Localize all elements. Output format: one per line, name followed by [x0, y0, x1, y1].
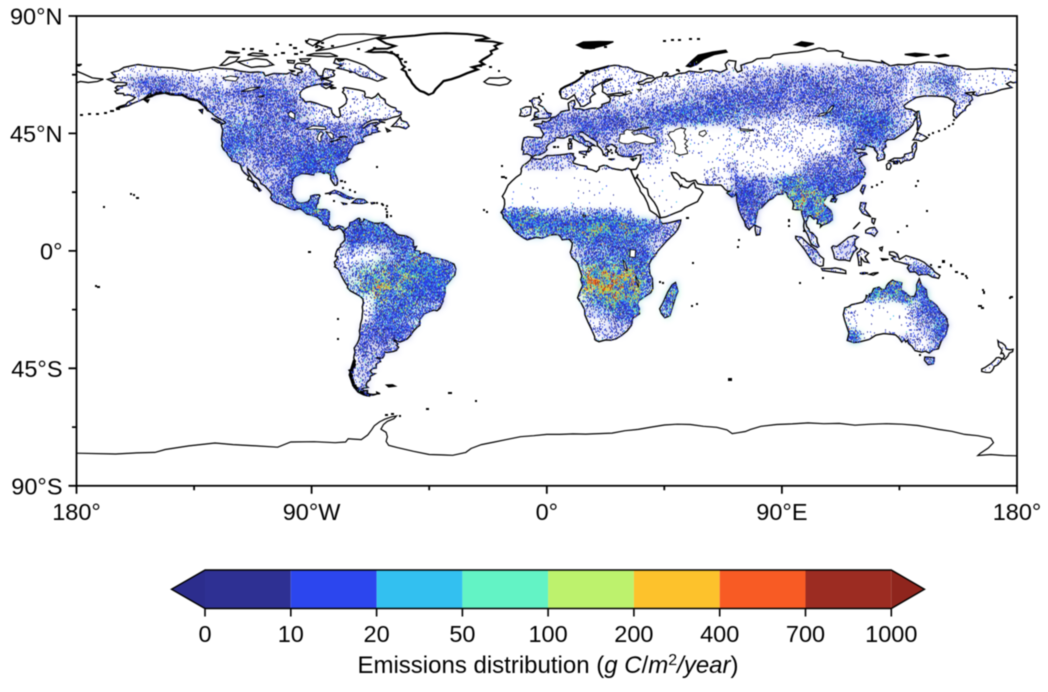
svg-text:0°: 0° — [40, 238, 62, 264]
svg-text:50: 50 — [449, 621, 475, 647]
svg-text:Emissions distribution (g C/m2: Emissions distribution (g C/m2/year) — [357, 652, 738, 679]
svg-text:20: 20 — [364, 621, 390, 647]
svg-text:10: 10 — [278, 621, 304, 647]
svg-text:400: 400 — [700, 621, 739, 647]
svg-text:100: 100 — [528, 621, 567, 647]
svg-text:90°N: 90°N — [10, 4, 63, 30]
svg-text:90°W: 90°W — [283, 499, 342, 525]
svg-text:0°: 0° — [536, 499, 558, 525]
svg-text:90°E: 90°E — [756, 499, 807, 525]
svg-text:90°S: 90°S — [11, 473, 62, 499]
svg-text:200: 200 — [614, 621, 653, 647]
svg-text:0: 0 — [198, 621, 211, 647]
svg-text:180°: 180° — [993, 499, 1042, 525]
svg-text:45°S: 45°S — [11, 356, 62, 382]
svg-text:45°N: 45°N — [10, 121, 63, 147]
svg-text:700: 700 — [786, 621, 825, 647]
svg-text:1000: 1000 — [865, 621, 917, 647]
svg-text:180°: 180° — [52, 499, 101, 525]
